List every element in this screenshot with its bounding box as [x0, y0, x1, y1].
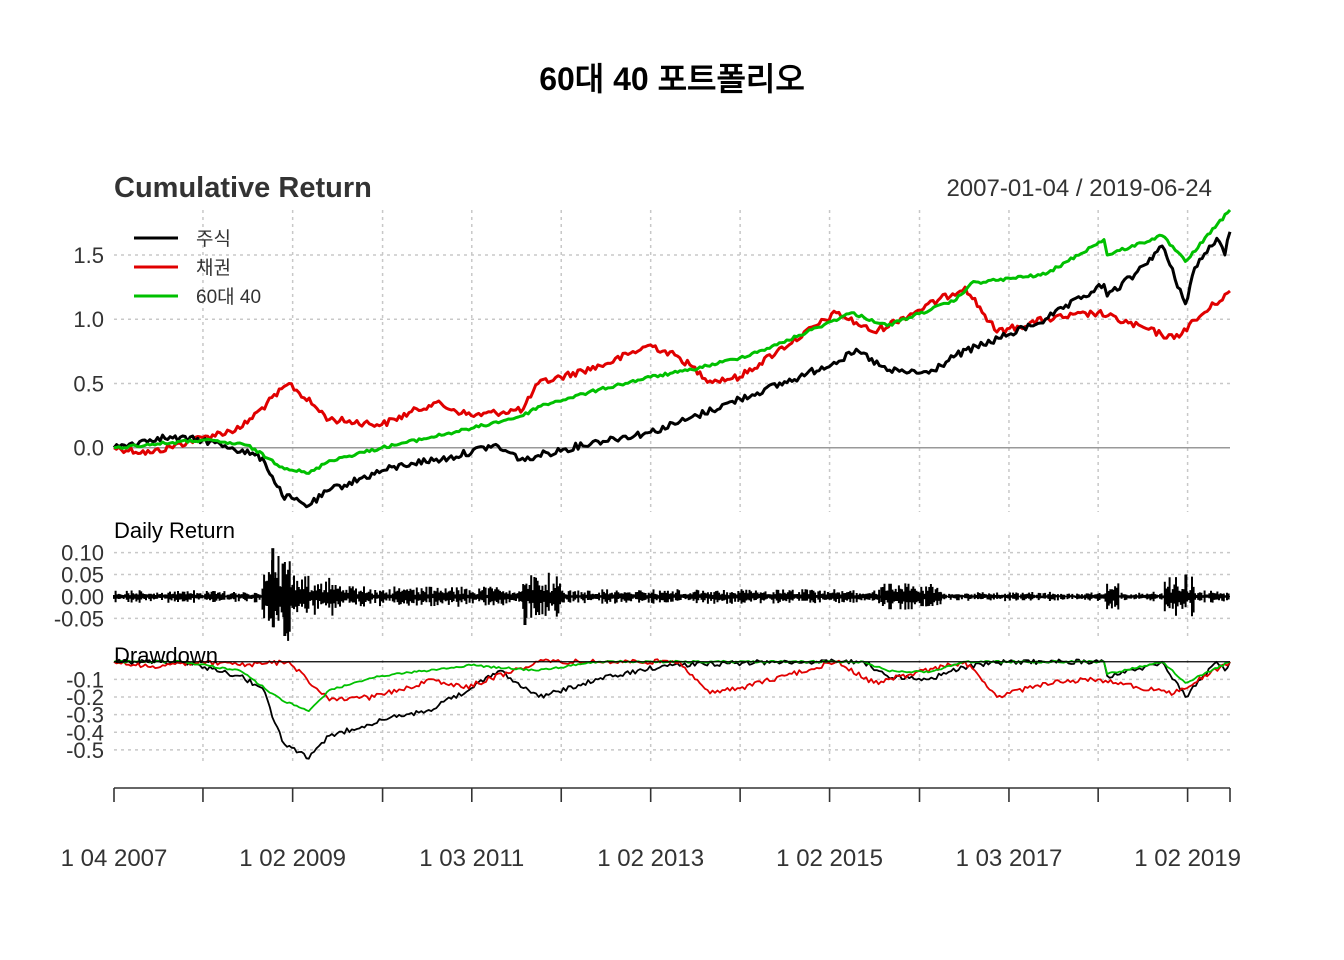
cumulative-line-stock — [112, 231, 1232, 509]
y-tick-label: 0.00 — [61, 584, 104, 609]
daily-return-y-axis: -0.050.000.050.10 — [54, 541, 104, 632]
drawdown-line-mix — [113, 659, 1231, 712]
date-range: 2007-01-04 / 2019-06-24 — [946, 175, 1212, 202]
y-tick-label: -0.05 — [54, 606, 104, 631]
x-tick-label: 1 02 2015 — [776, 845, 883, 872]
y-tick-label: 1.0 — [73, 307, 104, 332]
cumulative-return-y-axis: 0.0 0.5 1.0 1.5 — [73, 243, 104, 461]
daily-return-title: Daily Return — [114, 518, 235, 543]
drawdown-line-stock — [113, 658, 1231, 760]
x-axis: 1 04 2007 1 02 2009 1 03 2011 1 02 2013 1 02… — [61, 787, 1241, 872]
chart-title: 60대 40 포트폴리오 — [539, 61, 805, 97]
cumulative-line-mix — [113, 209, 1232, 475]
y-tick-label: 1.5 — [73, 243, 104, 268]
daily-return-panel: -0.050.000.050.10 Daily Return — [54, 518, 1230, 641]
x-tick-label: 1 02 2013 — [597, 845, 704, 872]
y-tick-label: -0.1 — [66, 667, 104, 692]
drawdown-series — [113, 658, 1231, 760]
daily-return-grid — [114, 535, 1230, 636]
cumulative-return-series — [112, 209, 1232, 509]
y-tick-label: -0.3 — [66, 703, 104, 728]
y-tick-label: -0.2 — [66, 685, 104, 710]
y-tick-label: 0.05 — [61, 563, 104, 588]
x-tick-label: 1 02 2009 — [239, 845, 346, 872]
legend: 주식 채권 60대 40 — [134, 228, 261, 308]
legend-label-mix: 60대 40 — [196, 286, 261, 308]
daily-return-bars — [113, 556, 1230, 641]
y-tick-label: 0.5 — [73, 371, 104, 396]
cumulative-return-title: Cumulative Return — [114, 172, 372, 204]
daily-return-peaks — [114, 548, 1230, 636]
y-tick-label: -0.5 — [66, 738, 104, 763]
drawdown-line-bond — [113, 658, 1231, 702]
y-tick-label: 0.0 — [73, 436, 104, 461]
drawdown-panel: -0.1-0.2-0.3-0.4-0.5 Drawdown — [66, 643, 1231, 764]
y-tick-label: -0.4 — [66, 720, 104, 745]
legend-label-stock: 주식 — [196, 228, 231, 250]
drawdown-y-axis: -0.1-0.2-0.3-0.4-0.5 — [66, 667, 104, 763]
x-tick-label: 1 04 2007 — [61, 845, 168, 872]
cumulative-line-bond — [113, 285, 1231, 456]
legend-label-bond: 채권 — [196, 257, 231, 279]
x-tick-label: 1 03 2011 — [419, 845, 524, 872]
y-tick-label: 0.10 — [61, 541, 104, 566]
x-tick-label: 1 02 2019 — [1134, 845, 1241, 872]
x-axis-ticks — [113, 788, 1231, 802]
cumulative-return-panel: Cumulative Return 2007-01-04 / 2019-06-2… — [73, 172, 1232, 512]
x-tick-label: 1 03 2017 — [956, 845, 1063, 872]
drawdown-title: Drawdown — [114, 643, 218, 668]
drawdown-grid — [114, 660, 1230, 764]
x-axis-labels: 1 04 2007 1 02 2009 1 03 2011 1 02 2013 1 02… — [61, 845, 1241, 872]
